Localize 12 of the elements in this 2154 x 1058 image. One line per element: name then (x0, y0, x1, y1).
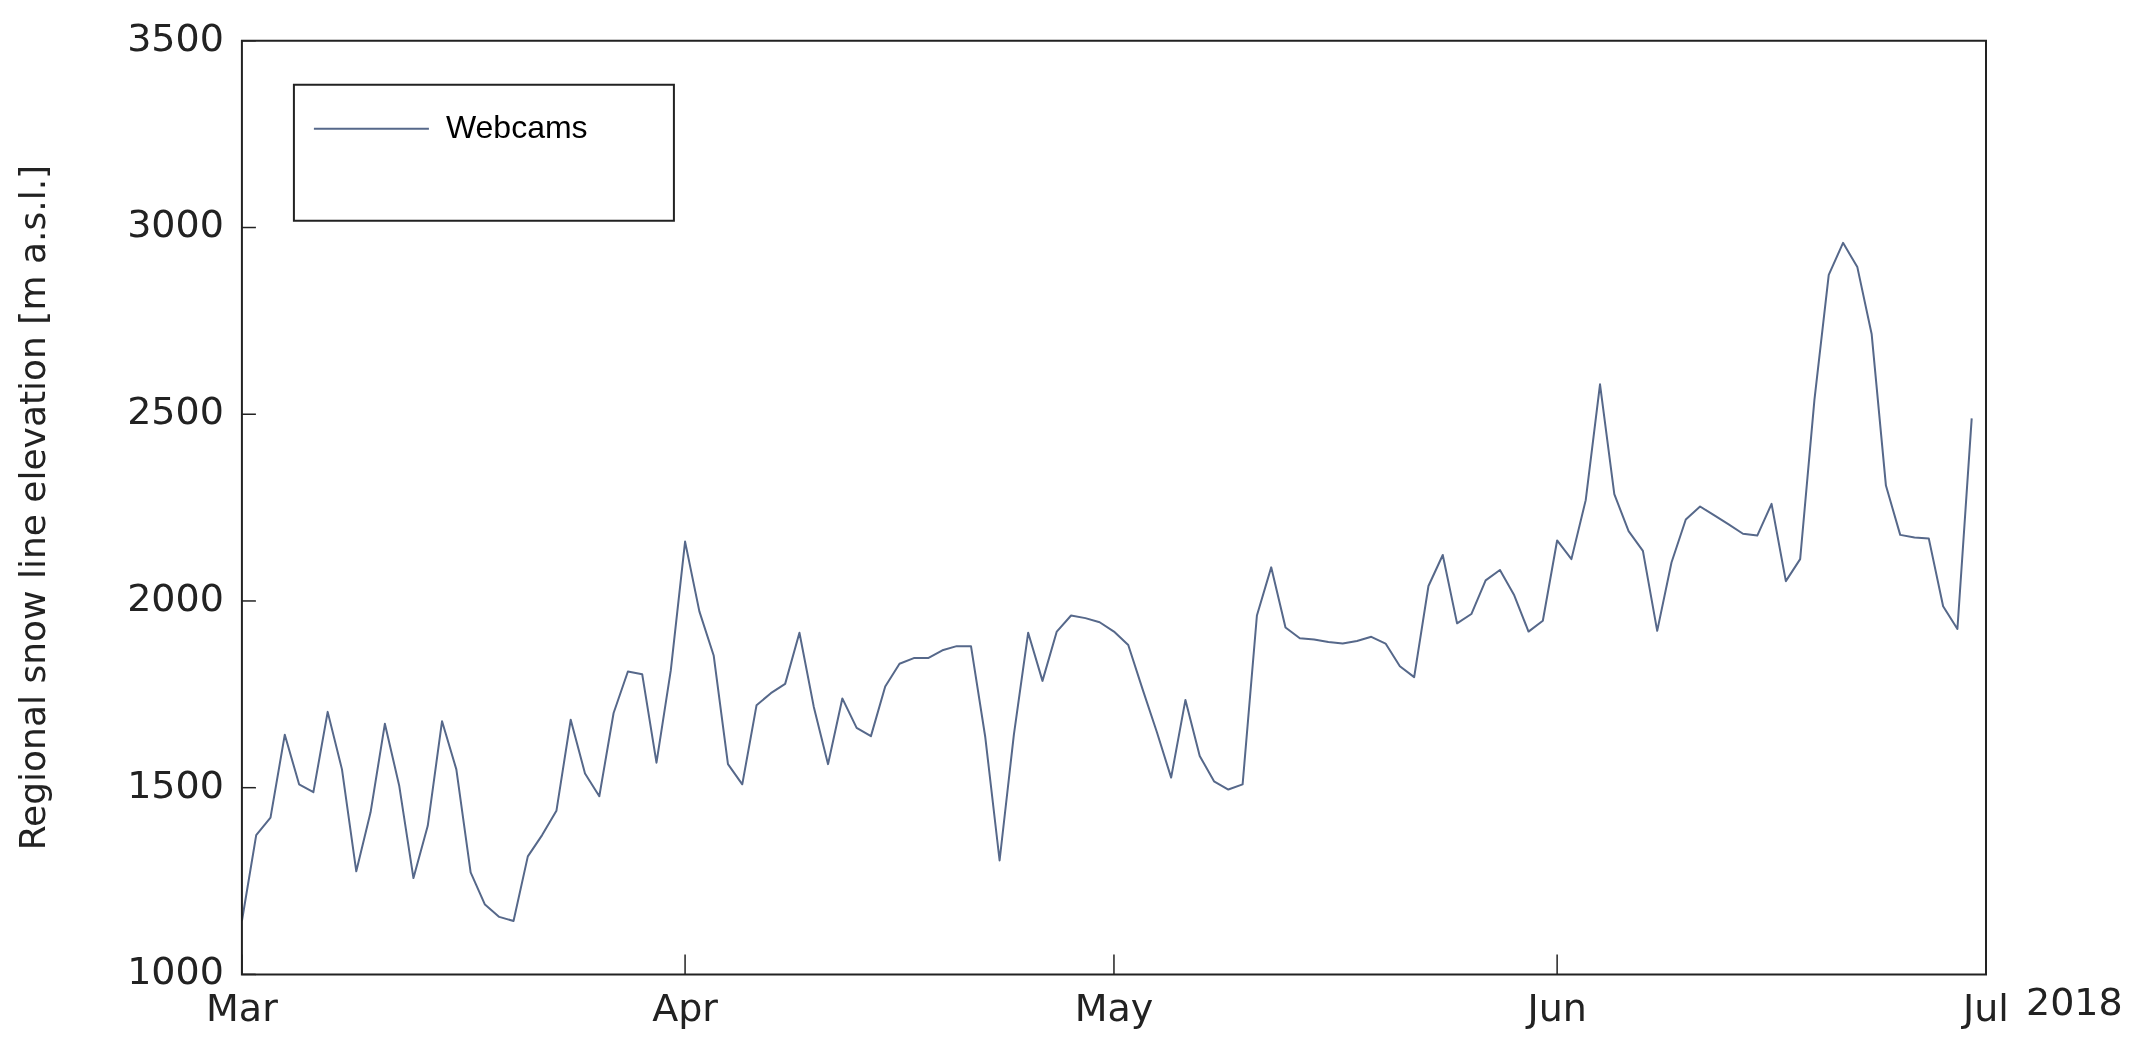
y-tick-label: 3500 (127, 15, 224, 60)
text: 2018 (2026, 980, 2123, 1025)
x-tick-label: May (1074, 986, 1154, 1031)
x-tick-label: Jul (1961, 986, 2009, 1031)
x-tick-label: Apr (652, 986, 719, 1031)
y-tick-label: 2000 (127, 575, 224, 620)
legend-label: Webcams (445, 108, 588, 145)
y-tick-label: 1500 (127, 762, 224, 807)
y-tick-label: 2500 (127, 389, 224, 434)
y-axis-title: Regional snow line elevation [m a.s.l.] (11, 164, 53, 851)
x-tick-label: Jun (1525, 986, 1587, 1031)
y-tick-label: 3000 (127, 202, 224, 247)
